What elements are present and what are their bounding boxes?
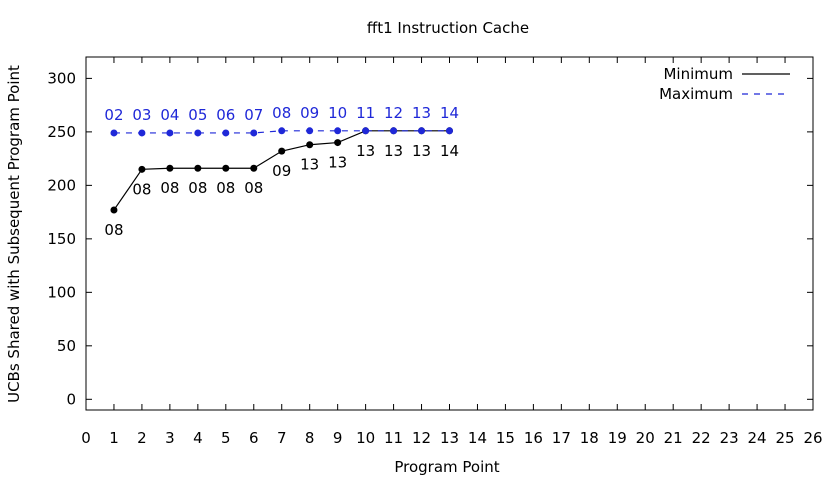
data-point-maximum bbox=[362, 127, 370, 135]
legend-label-minimum: Minimum bbox=[663, 65, 733, 83]
data-point-minimum bbox=[194, 164, 202, 172]
data-point-maximum bbox=[250, 129, 258, 137]
data-label-maximum: 12 bbox=[384, 104, 403, 122]
data-label-minimum: 13 bbox=[412, 142, 431, 160]
data-point-maximum bbox=[334, 127, 342, 135]
data-point-maximum bbox=[446, 127, 453, 135]
data-point-minimum bbox=[110, 206, 118, 214]
y-tick-label: 250 bbox=[47, 123, 76, 141]
data-point-minimum bbox=[222, 164, 230, 172]
data-label-maximum: 13 bbox=[412, 104, 431, 122]
x-tick-label: 6 bbox=[249, 429, 259, 447]
data-label-minimum: 14 bbox=[440, 142, 459, 160]
legend-label-maximum: Maximum bbox=[659, 85, 733, 103]
data-point-minimum bbox=[138, 165, 146, 173]
y-tick-label: 100 bbox=[47, 283, 76, 301]
data-label-minimum: 13 bbox=[328, 154, 347, 172]
data-label-maximum: 03 bbox=[132, 106, 151, 124]
x-tick-label: 3 bbox=[165, 429, 175, 447]
data-point-maximum bbox=[306, 127, 314, 135]
y-tick-label: 300 bbox=[47, 69, 76, 87]
x-tick-label: 1 bbox=[109, 429, 119, 447]
x-tick-label: 0 bbox=[81, 429, 91, 447]
data-point-maximum bbox=[278, 127, 286, 135]
y-axis-label: UCBs Shared with Subsequent Program Poin… bbox=[5, 65, 23, 403]
data-label-minimum: 13 bbox=[356, 142, 375, 160]
x-tick-label: 23 bbox=[720, 429, 739, 447]
data-point-maximum bbox=[138, 129, 146, 137]
x-axis-label: Program Point bbox=[394, 458, 499, 476]
data-point-maximum bbox=[418, 127, 426, 135]
x-tick-label: 21 bbox=[664, 429, 683, 447]
x-tick-label: 11 bbox=[384, 429, 403, 447]
data-label-minimum: 09 bbox=[272, 162, 291, 180]
data-label-minimum: 08 bbox=[132, 180, 151, 198]
x-tick-label: 24 bbox=[748, 429, 767, 447]
data-label-minimum: 13 bbox=[384, 142, 403, 160]
x-tick-label: 4 bbox=[193, 429, 203, 447]
x-tick-label: 26 bbox=[803, 429, 822, 447]
x-axis-ticks: 0 1 2 3 4 5 6 7 8 9 10 11 12 13 14 15 16 17 18 19 20 21 22 23 24… bbox=[81, 57, 823, 447]
x-tick-label: 2 bbox=[137, 429, 147, 447]
data-point-maximum bbox=[166, 129, 174, 137]
data-label-minimum: 08 bbox=[160, 179, 179, 197]
data-label-maximum: 09 bbox=[300, 104, 319, 122]
y-tick-label: 50 bbox=[57, 337, 76, 355]
data-label-maximum: 11 bbox=[356, 104, 375, 122]
x-tick-label: 8 bbox=[305, 429, 315, 447]
x-tick-label: 13 bbox=[440, 429, 459, 447]
data-point-minimum bbox=[250, 164, 258, 172]
data-point-minimum bbox=[306, 141, 314, 149]
data-label-maximum: 10 bbox=[328, 104, 347, 122]
data-point-minimum bbox=[334, 139, 342, 147]
data-point-minimum bbox=[278, 147, 286, 155]
x-tick-label: 15 bbox=[496, 429, 515, 447]
data-label-maximum: 14 bbox=[440, 104, 459, 122]
data-label-maximum: 08 bbox=[272, 104, 291, 122]
data-label-minimum: 08 bbox=[216, 179, 235, 197]
data-label-minimum: 08 bbox=[188, 179, 207, 197]
data-label-minimum: 08 bbox=[244, 179, 263, 197]
x-tick-label: 16 bbox=[524, 429, 543, 447]
data-label-maximum: 04 bbox=[160, 106, 179, 124]
data-label-maximum: 07 bbox=[244, 106, 263, 124]
legend: Minimum Maximum bbox=[659, 65, 790, 103]
data-label-maximum: 05 bbox=[188, 106, 207, 124]
y-tick-label: 0 bbox=[66, 390, 76, 408]
x-tick-label: 7 bbox=[277, 429, 287, 447]
y-tick-label: 150 bbox=[47, 230, 76, 248]
x-tick-label: 9 bbox=[333, 429, 343, 447]
x-tick-label: 22 bbox=[692, 429, 711, 447]
x-tick-label: 25 bbox=[775, 429, 794, 447]
data-point-maximum bbox=[390, 127, 398, 135]
x-tick-label: 14 bbox=[468, 429, 487, 447]
data-point-maximum bbox=[194, 129, 202, 137]
x-tick-label: 5 bbox=[221, 429, 231, 447]
series-layer: 08 08 08 08 08 08 09 13 13 13 13 13 14 02 03 04 05 06 07 08… bbox=[104, 104, 459, 239]
data-label-minimum: 08 bbox=[104, 221, 123, 239]
data-label-maximum: 02 bbox=[104, 106, 123, 124]
y-tick-label: 200 bbox=[47, 176, 76, 194]
data-point-minimum bbox=[166, 164, 174, 172]
chart-title: fft1 Instruction Cache bbox=[367, 19, 529, 37]
x-tick-label: 19 bbox=[608, 429, 627, 447]
data-label-maximum: 06 bbox=[216, 106, 235, 124]
x-tick-label: 10 bbox=[356, 429, 375, 447]
data-label-minimum: 13 bbox=[300, 156, 319, 174]
data-point-maximum bbox=[222, 129, 230, 137]
x-tick-label: 17 bbox=[552, 429, 571, 447]
x-tick-label: 20 bbox=[636, 429, 655, 447]
data-point-maximum bbox=[110, 129, 118, 137]
x-tick-label: 12 bbox=[412, 429, 431, 447]
x-tick-label: 18 bbox=[580, 429, 599, 447]
